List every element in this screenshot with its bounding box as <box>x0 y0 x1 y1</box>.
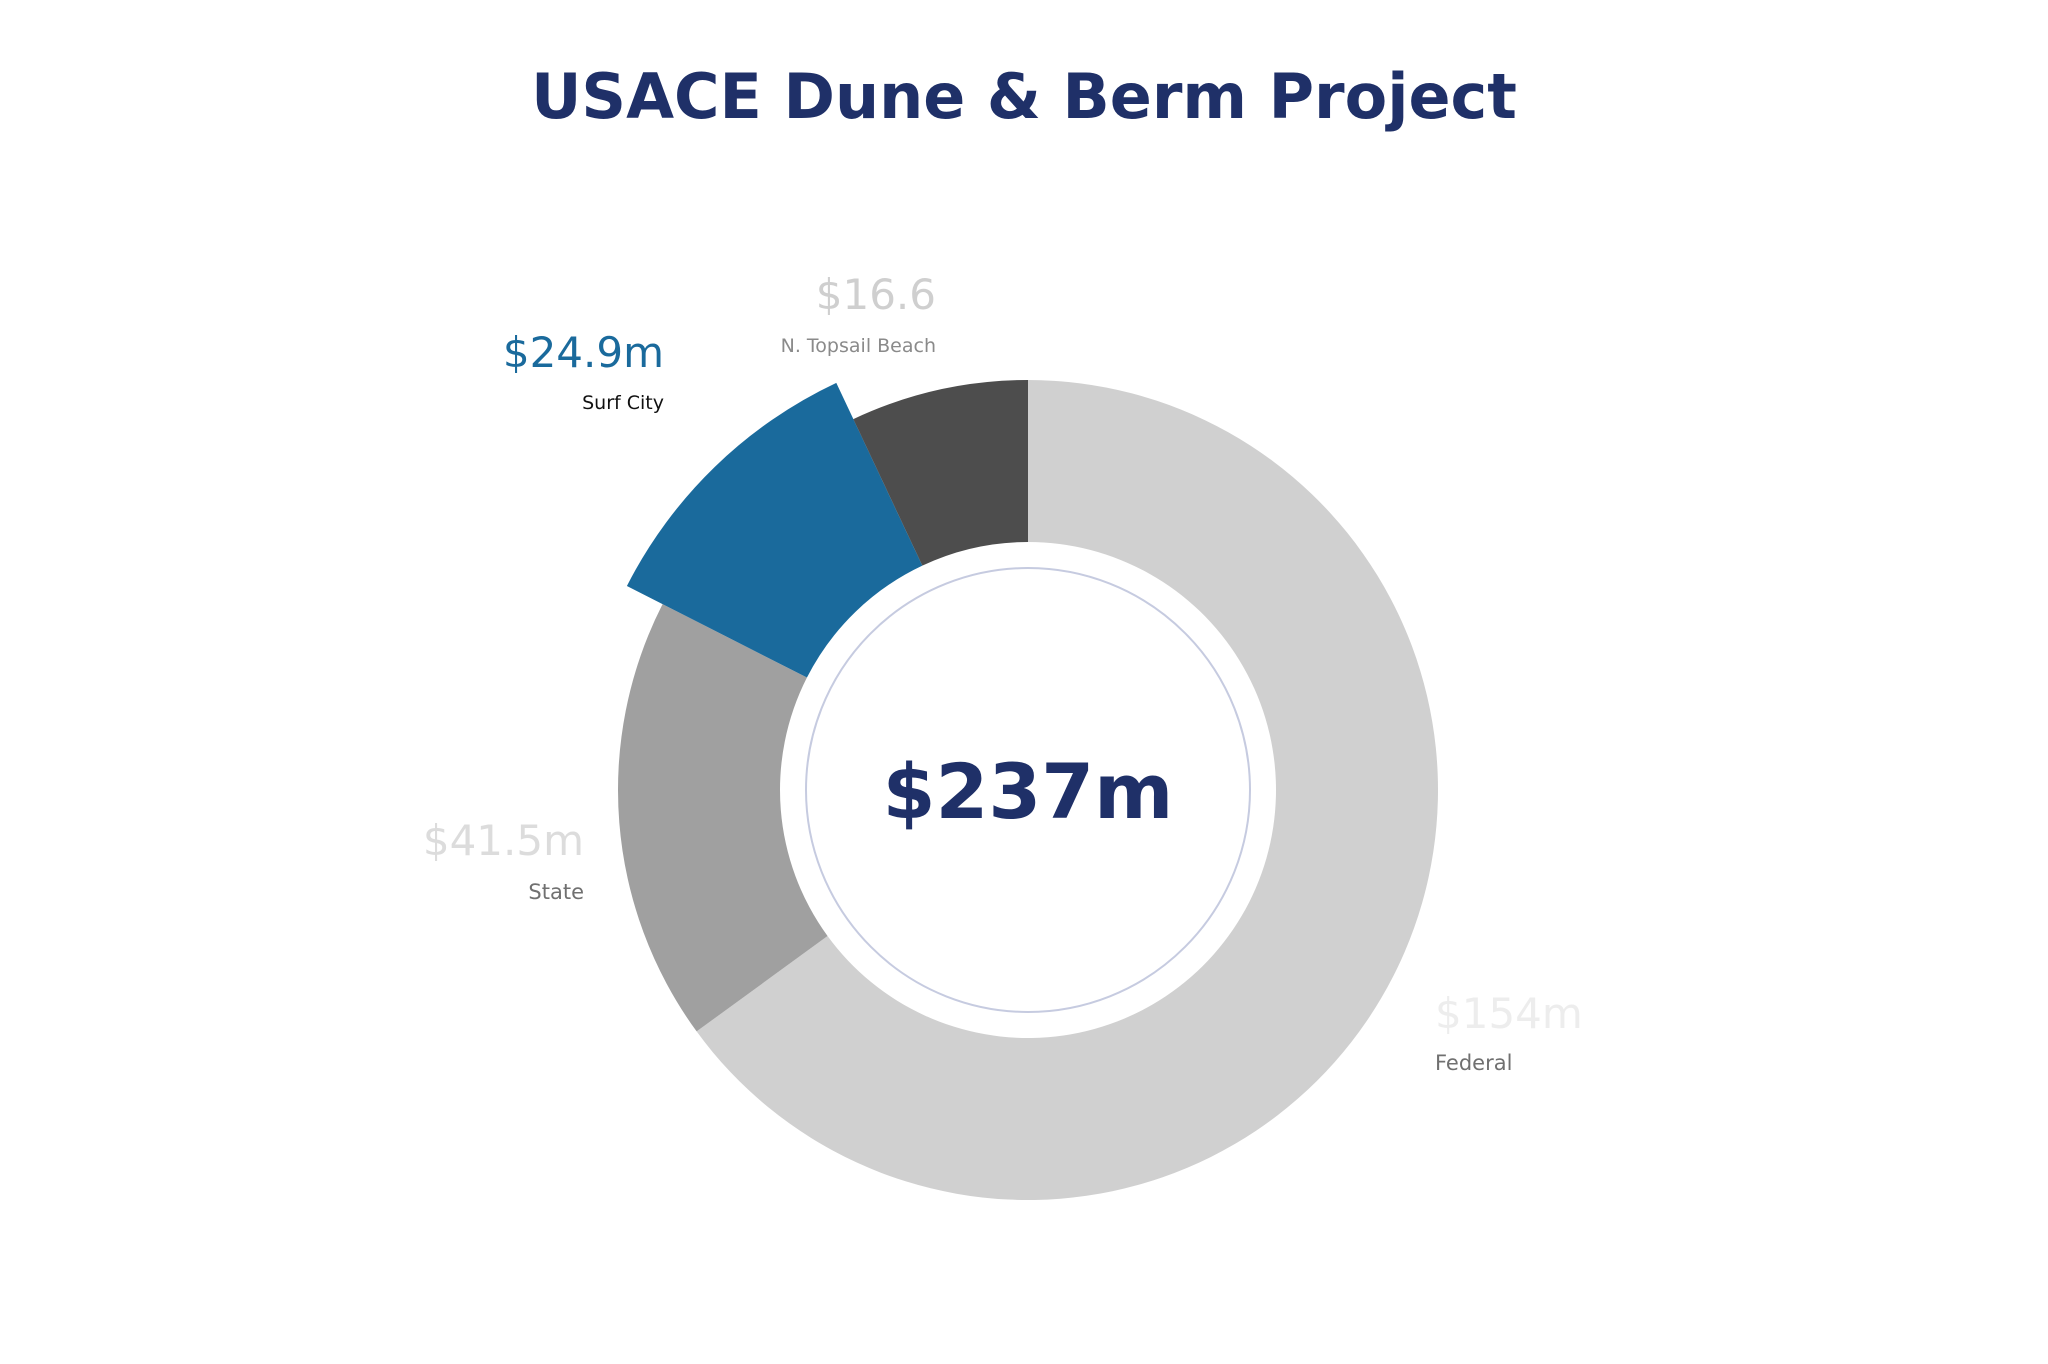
center-hole-disc <box>782 544 1274 1036</box>
slice-n-topsail-beach[interactable] <box>853 380 1028 566</box>
value-label-state: $41.5m <box>423 816 584 865</box>
slice-surf-city[interactable] <box>626 382 923 678</box>
value-label-n-topsail-beach: $16.6 <box>816 270 936 319</box>
total-label: $237m <box>883 747 1174 836</box>
slice-state[interactable] <box>618 604 828 1032</box>
labels-layer: $154m Federal $41.5m State $24.9m Surf City $1… <box>423 270 1583 1075</box>
slice-federal[interactable] <box>696 380 1439 1201</box>
name-label-state: State <box>528 880 584 904</box>
value-label-federal: $154m <box>1435 989 1583 1038</box>
center-ring <box>805 567 1251 1013</box>
center-hole: $237m <box>782 544 1274 1036</box>
value-label-surf-city: $24.9m <box>503 328 664 377</box>
name-label-surf-city: Surf City <box>582 392 664 414</box>
slices-layer <box>618 380 1439 1201</box>
name-label-federal: Federal <box>1435 1051 1512 1075</box>
name-label-n-topsail-beach: N. Topsail Beach <box>781 335 936 357</box>
chart-title: USACE Dune & Berm Project <box>531 60 1517 133</box>
